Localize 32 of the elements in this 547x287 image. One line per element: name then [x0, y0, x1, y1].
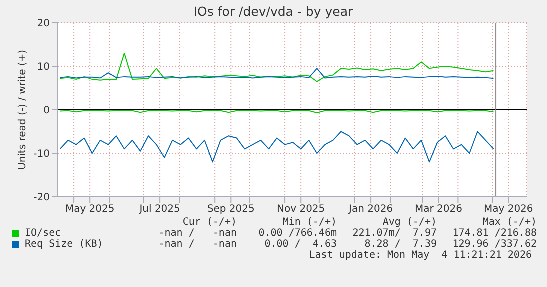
chart-title: IOs for /dev/vda - by year — [192, 4, 354, 19]
legend-label: IO/sec — [25, 228, 62, 239]
line-series — [60, 131, 494, 163]
text: Min (-/+) — [282, 217, 337, 228]
text: Max (-/+) — [482, 217, 537, 228]
line-series — [60, 68, 494, 80]
y-axis-title: Units read (-) / write (+) — [18, 50, 29, 170]
x-tick-label: Jan 2026 — [348, 204, 394, 216]
x-tick-label: May 2026 — [484, 204, 534, 216]
y-tick-label: 0 — [44, 106, 50, 117]
text: 0.00 / 4.63 — [264, 239, 337, 250]
text: 0.00 /766.46m — [258, 228, 337, 239]
x-tick-label: May 2025 — [65, 204, 115, 216]
x-tick-label: Sep 2025 — [207, 204, 255, 216]
text: -nan / -nan — [158, 228, 237, 239]
text: Cur (-/+) — [182, 217, 237, 228]
legend-label: Req Size (KB) — [25, 239, 104, 250]
text: Last update: Mon May 4 11:21:21 2026 — [308, 250, 533, 261]
text: 129.96 /337.62 — [452, 239, 537, 250]
x-tick-label: Mar 2026 — [414, 204, 462, 216]
text: Avg (-/+) — [382, 217, 437, 228]
text: 8.28 / 7.39 — [364, 239, 437, 250]
y-tick-label: -20 — [34, 192, 50, 204]
line-series — [60, 52, 494, 82]
y-tick-label: 10 — [37, 62, 50, 74]
text: -nan / -nan — [158, 239, 237, 250]
text: 174.81 /216.88 — [452, 228, 537, 239]
y-tick-label: 20 — [37, 18, 50, 30]
x-tick-label: Nov 2025 — [277, 204, 326, 216]
x-tick-label: Jul 2025 — [138, 204, 180, 216]
text: 221.07m/ 7.97 — [352, 228, 437, 239]
y-tick-label: -10 — [34, 149, 50, 160]
